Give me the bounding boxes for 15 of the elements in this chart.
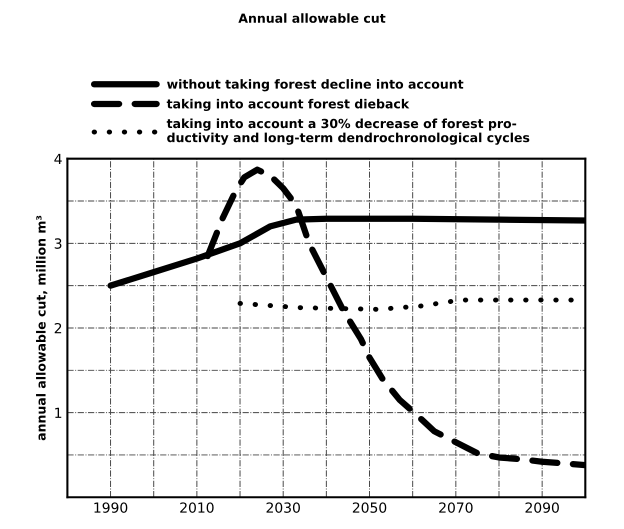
legend-label: taking into account forest dieback <box>166 98 410 112</box>
legend-label: without taking forest decline into account <box>167 79 464 92</box>
y-tick-label: 1 <box>55 408 62 418</box>
x-tick-label: 2090 <box>525 502 559 513</box>
x-tick-label: 2010 <box>180 502 214 513</box>
x-tick-label: 2030 <box>266 502 300 513</box>
chart-title: Annual allowable cut <box>238 13 386 23</box>
x-tick-label: 2050 <box>352 502 386 513</box>
y-tick-label: 4 <box>54 154 62 164</box>
y-tick-label: 2 <box>54 322 62 334</box>
y-tick-label: 3 <box>54 238 62 249</box>
y-axis-title: annual allowable cut, million m³ <box>36 216 48 440</box>
legend-label: taking into account a 30% decrease of forest pro- ductivity and long-term dendrochronological cycles <box>166 118 530 145</box>
x-tick-label: 2070 <box>439 502 473 513</box>
x-tick-label: 1990 <box>94 502 128 513</box>
